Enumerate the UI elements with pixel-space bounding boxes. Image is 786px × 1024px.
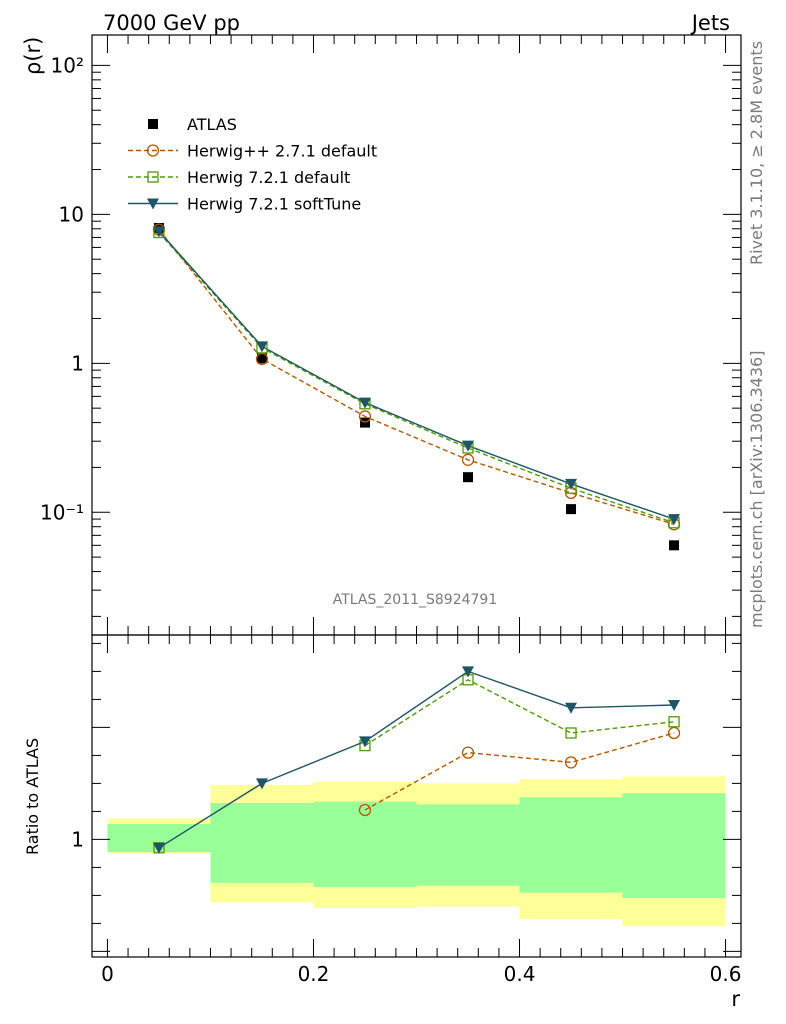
series-line-2 — [158, 232, 675, 524]
ratio-point-series-2 — [462, 666, 475, 678]
band-inner-bin — [622, 793, 726, 899]
data-point-series-3 — [462, 440, 475, 452]
header-left-text: 7000 GeV pp — [103, 11, 240, 35]
x-tick-label: 0 — [101, 962, 114, 986]
ratio-point-series-2 — [358, 736, 371, 748]
data-point-series-3 — [255, 341, 268, 353]
ratio-y-tick-label: 1 — [71, 827, 84, 851]
ratio-point-series-2 — [152, 842, 165, 854]
ratio-axis-ticks: 1 0 0.2 0.4 0.6 — [71, 635, 741, 986]
y-tick-label: 10⁻¹ — [40, 500, 84, 524]
header-right-text: Jets — [690, 11, 730, 35]
series-line-1 — [158, 229, 675, 525]
ratio-point-series-1 — [668, 716, 680, 728]
legend-label-2: Herwig 7.2.1 default — [187, 168, 350, 187]
data-point-series-0 — [359, 417, 370, 428]
mcplots-reference-text: mcplots.cern.ch [arXiv:1306.3436] — [747, 351, 766, 628]
ratio-point-series-0 — [358, 803, 372, 817]
legend-marker-0 — [148, 119, 158, 129]
ratio-point-series-1 — [565, 727, 577, 739]
x-tick-label: 0.2 — [298, 962, 330, 986]
legend-label-0: ATLAS — [187, 115, 237, 134]
band-inner-bin — [416, 804, 520, 886]
legend-label-3: Herwig 7.2.1 softTune — [187, 195, 361, 214]
ratio-bands — [107, 776, 726, 927]
series-line-3 — [158, 230, 675, 520]
ratio-point-series-0 — [461, 746, 475, 759]
data-point-series-3 — [152, 226, 165, 238]
ratio-line-2 — [158, 670, 675, 849]
y-tick-label: 10 — [59, 202, 84, 226]
data-point-series-3 — [565, 478, 578, 490]
data-point-series-0 — [566, 504, 577, 515]
ratio-line-1 — [364, 678, 675, 747]
data-point-series-1 — [461, 453, 475, 466]
data-point-series-3 — [668, 514, 681, 526]
ratio-point-series-2 — [255, 778, 268, 790]
data-point-series-0 — [669, 540, 680, 551]
x-tick-label: 0.6 — [710, 962, 742, 986]
y-tick-label: 1 — [71, 351, 84, 375]
ratio-point-series-2 — [565, 702, 578, 714]
main-plot-series — [152, 222, 681, 551]
y-tick-label: 10² — [51, 53, 84, 77]
main-y-axis-label: ρ(r) — [21, 37, 45, 75]
band-inner-bin — [210, 803, 314, 883]
ratio-point-series-2 — [668, 700, 681, 711]
rivet-version-text: Rivet 3.1.10, ≥ 2.8M events — [747, 41, 766, 265]
legend-marker-1 — [146, 144, 160, 157]
data-point-series-3 — [358, 397, 371, 409]
legend: ATLAS Herwig++ 2.7.1 default Herwig 7.2.1 … — [128, 115, 377, 214]
x-tick-label: 0.4 — [504, 962, 536, 986]
ratio-plot-series — [152, 666, 681, 854]
legend-label-1: Herwig++ 2.7.1 default — [187, 142, 377, 161]
band-inner-bin — [313, 801, 417, 887]
analysis-watermark: ATLAS_2011_S8924791 — [333, 592, 498, 608]
legend-marker-3 — [147, 198, 159, 210]
ratio-plot-frame — [91, 634, 742, 958]
data-point-series-0 — [463, 472, 474, 483]
ratio-point-series-0 — [564, 756, 578, 769]
band-inner-bin — [519, 797, 623, 893]
main-axis-ticks: 10⁻¹ 1 10 10² — [40, 35, 741, 635]
ratio-point-series-0 — [667, 726, 681, 740]
x-axis-label: r — [731, 987, 740, 1011]
legend-marker-2 — [147, 171, 159, 183]
data-point-series-0 — [256, 353, 267, 364]
ratio-y-axis-label: Ratio to ATLAS — [23, 738, 42, 855]
ratio-line-0 — [364, 732, 675, 811]
data-point-series-1 — [358, 410, 372, 423]
